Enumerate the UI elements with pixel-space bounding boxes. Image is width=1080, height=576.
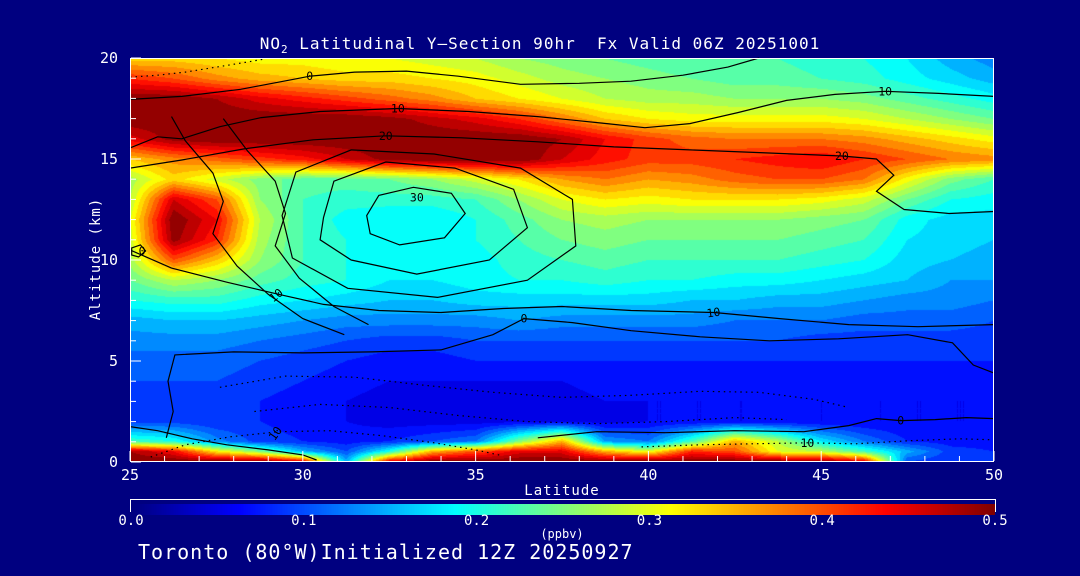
y-tick-label: 10: [99, 251, 118, 269]
colorbar-canvas: [131, 504, 995, 515]
contour-line-0: [129, 57, 760, 100]
axes-frame: [129, 57, 995, 463]
contour-label: 20: [835, 149, 849, 163]
contour-line-10: [129, 90, 995, 149]
contour-line-0: [131, 244, 147, 258]
contour-label: 10: [706, 305, 722, 321]
contour-label: 10: [266, 424, 285, 443]
title-rest: Latitudinal Y–Section 90hr Fx Valid 06Z …: [288, 34, 821, 53]
x-tick-label: 35: [466, 466, 485, 484]
contour-label: 20: [379, 129, 393, 143]
colorbar-tick-label: 0.1: [291, 513, 317, 529]
colorbar-tick-label: 0.4: [809, 513, 835, 529]
contour-line-unlabeled: [319, 161, 529, 275]
contour-line-unlabeled: [281, 149, 577, 299]
contour-label: 0: [306, 69, 313, 83]
y-tick-label: 5: [108, 352, 118, 370]
y-tick-labels: 0 5 10 15 20: [58, 49, 124, 471]
contour-label: 10: [878, 84, 892, 98]
title-prefix: NO: [259, 34, 281, 53]
contour-label: 10: [800, 436, 814, 450]
contour-label: 0: [521, 312, 528, 326]
contour-line-10: [129, 249, 995, 328]
contour-line-unlabeled: [254, 403, 787, 425]
colorbar-tick-label: 0.5: [982, 513, 1008, 529]
y-tick-label: 15: [99, 150, 118, 168]
colorbar-units: (ppbv): [540, 527, 584, 541]
plot-title: NO2 Latitudinal Y–Section 90hr Fx Valid …: [0, 34, 1080, 56]
colorbar-tick-label: 0.0: [118, 513, 144, 529]
contour-line-30: [366, 186, 466, 246]
contour-label: 30: [410, 190, 424, 204]
contour-line-unlabeled: [170, 116, 345, 336]
x-tick-labels: 25 30 35 40 45 50: [121, 466, 1003, 486]
y-tick-label: 0: [108, 453, 118, 471]
plot-frame: [130, 58, 994, 462]
colorbar-tick-label: 0.3: [636, 513, 663, 529]
x-tick-label: 40: [639, 466, 658, 484]
contour-line-0: [129, 58, 265, 78]
y-tick-label: 20: [99, 49, 118, 67]
contour-label: 0: [139, 244, 146, 258]
filled-contour-canvas: [130, 58, 994, 462]
colorbar-tick-label: 0.2: [463, 513, 490, 529]
contour-label: 0: [897, 414, 904, 428]
colorbar-tick-labels: 0.0 0.1 0.2 0.3 0.4 0.5: [118, 513, 1007, 529]
x-tick-label: 25: [120, 466, 140, 484]
title-subscript: 2: [281, 43, 289, 57]
contour-line-10: [150, 430, 504, 458]
contour-line-0: [537, 416, 995, 439]
x-axis-label: Latitude: [524, 483, 600, 499]
contour-line-10: [641, 438, 995, 448]
contour-line-unlabeled: [222, 118, 369, 326]
contour-line-20: [129, 135, 995, 215]
x-tick-label: 50: [984, 466, 1004, 484]
colorbar: [130, 499, 996, 515]
x-tick-label: 30: [293, 466, 312, 484]
footer-text: Toronto (80°W)Initialized 12Z 20250927: [138, 540, 634, 564]
plot-area: 0 10 10 20 20 30 10 10 0 0 10 10 0: [129, 57, 995, 463]
contour-line-0: [165, 317, 995, 438]
x-tick-label: 45: [812, 466, 831, 484]
contour-label: 10: [391, 102, 405, 116]
